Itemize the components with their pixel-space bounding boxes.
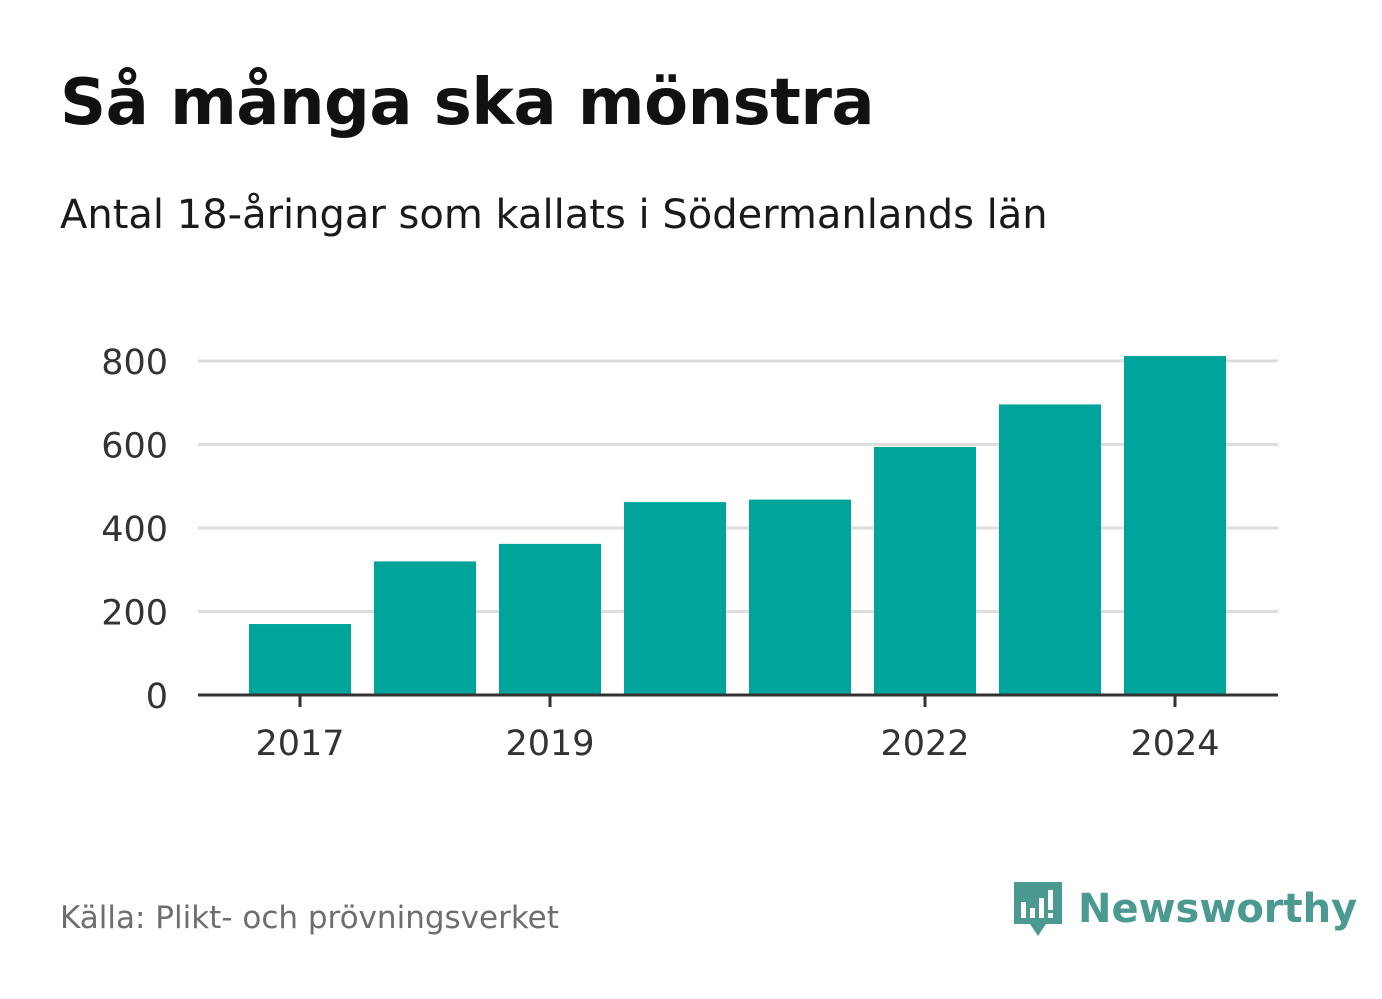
y-tick-label: 600 <box>101 427 168 467</box>
bar-2021 <box>749 499 851 695</box>
bar-2024 <box>1124 355 1226 695</box>
bar-2023 <box>999 404 1101 695</box>
chart-title: Så många ska mönstra <box>60 66 875 140</box>
chart-subtitle: Antal 18-åringar som kallats i Södermanl… <box>60 192 1048 238</box>
bar-2019 <box>499 543 601 695</box>
y-tick-label: 800 <box>101 343 168 383</box>
newsworthy-logo-icon <box>1014 882 1062 936</box>
x-tick-label: 2024 <box>1130 724 1219 764</box>
bar-2020 <box>624 502 726 695</box>
x-tick-label: 2022 <box>880 724 969 764</box>
x-tick-label: 2017 <box>255 724 344 764</box>
source-note: Källa: Plikt- och prövningsverket <box>60 900 559 936</box>
brand-logo: Newsworthy <box>1010 878 1357 940</box>
x-tick-label: 2019 <box>505 724 594 764</box>
y-tick-label: 200 <box>101 594 168 634</box>
y-tick-label: 0 <box>146 677 168 717</box>
y-tick-label: 400 <box>101 510 168 550</box>
brand-name: Newsworthy <box>1078 886 1358 932</box>
bar-2018 <box>374 561 476 695</box>
bar-2022 <box>874 447 976 695</box>
bar-2017 <box>249 624 351 695</box>
